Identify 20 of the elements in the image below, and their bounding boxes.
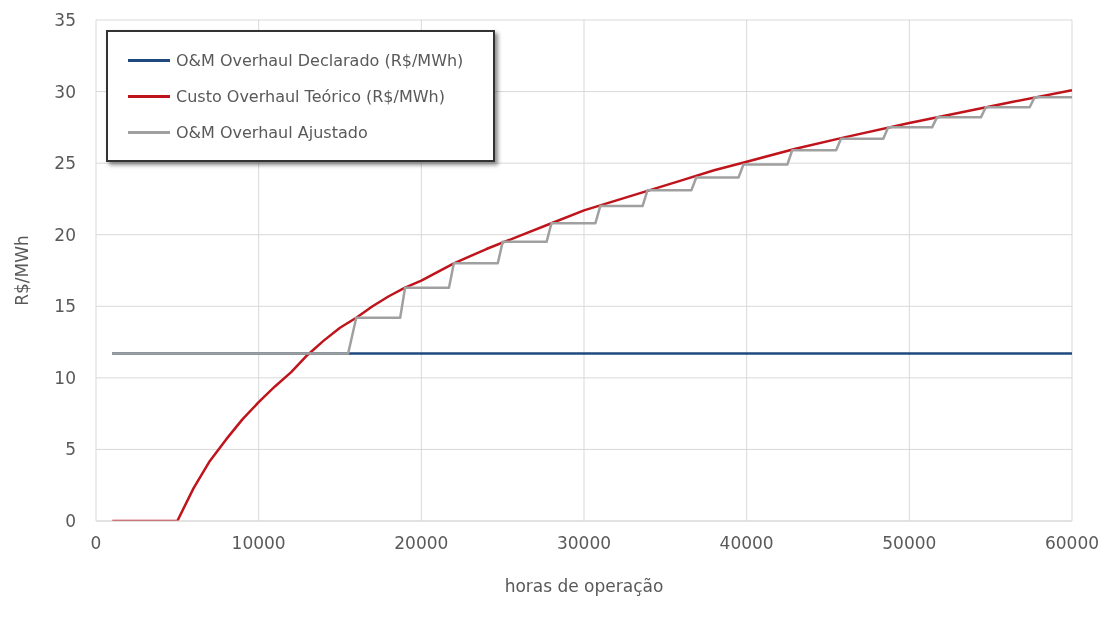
y-tick-label: 15 [54, 296, 76, 317]
y-tick-label: 0 [65, 511, 76, 532]
x-tick-label: 40000 [719, 533, 774, 554]
x-tick-label: 60000 [1044, 533, 1100, 554]
legend-label: O&M Overhaul Declarado (R$/MWh) [176, 50, 464, 70]
y-tick-label: 25 [54, 153, 76, 174]
x-tick-label: 0 [90, 533, 102, 554]
x-tick-label: 50000 [882, 533, 937, 554]
x-axis-title: horas de operação [504, 576, 664, 596]
legend-label: Custo Overhaul Teórico (R$/MWh) [176, 86, 445, 106]
y-tick-label: 35 [54, 10, 76, 31]
y-axis-title: R$/MWh [12, 235, 33, 306]
x-tick-label: 30000 [556, 533, 612, 554]
legend-label: O&M Overhaul Ajustado [176, 122, 368, 142]
x-tick-label: 20000 [394, 533, 449, 554]
x-tick-label: 10000 [231, 533, 286, 554]
y-tick-label: 5 [65, 439, 76, 460]
y-tick-label: 20 [54, 224, 76, 245]
y-tick-label: 10 [54, 367, 76, 388]
y-tick-label: 30 [54, 81, 76, 102]
